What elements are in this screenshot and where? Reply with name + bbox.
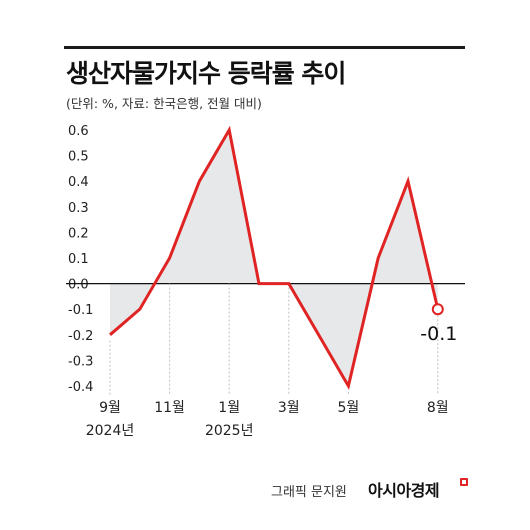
y-tick-label: 0.2 <box>68 226 89 241</box>
x-tick-label: 5월 <box>338 400 360 416</box>
graphic-credit: 그래픽 문지원 <box>271 485 347 500</box>
y-tick-label: 0.4 <box>68 175 89 190</box>
brand-logo-text: 아시아경제 <box>368 481 440 500</box>
x-tick-label: 11월 <box>154 400 185 416</box>
x-tick-label: 9월 <box>99 400 121 416</box>
y-tick-label: -0.2 <box>68 329 93 344</box>
x-tick-label: 1월 <box>218 400 240 416</box>
x-year-label: 2025년 <box>205 423 254 439</box>
chart-subtitle: (단위: %, 자료: 한국은행, 전월 대비) <box>66 96 262 111</box>
area-fill <box>110 130 438 386</box>
x-tick-label: 8월 <box>427 400 449 416</box>
y-tick-label: 0.1 <box>68 252 89 267</box>
y-tick-label: -0.3 <box>68 354 93 369</box>
line-chart: 0.6 0.5 0.4 0.3 0.2 0.1 0.0 -0.1 -0.2 -0.3 -0.4 9월 2… <box>66 124 465 439</box>
y-tick-label: -0.4 <box>68 380 93 395</box>
last-point-marker <box>431 303 444 316</box>
x-tick-label: 3월 <box>278 400 300 416</box>
x-year-label: 2024년 <box>86 423 135 439</box>
y-tick-label: -0.1 <box>68 303 93 318</box>
brand-mark-icon <box>460 478 468 486</box>
y-tick-label: 0.3 <box>68 201 89 216</box>
y-tick-label: 0.0 <box>68 278 89 293</box>
y-tick-label: 0.6 <box>68 124 89 139</box>
series-line <box>109 125 440 391</box>
last-value-label: -0.1 <box>420 323 457 345</box>
top-rule <box>64 46 465 49</box>
y-tick-label: 0.5 <box>68 150 89 165</box>
chart-title: 생산자물가지수 등락률 추이 <box>66 59 346 88</box>
